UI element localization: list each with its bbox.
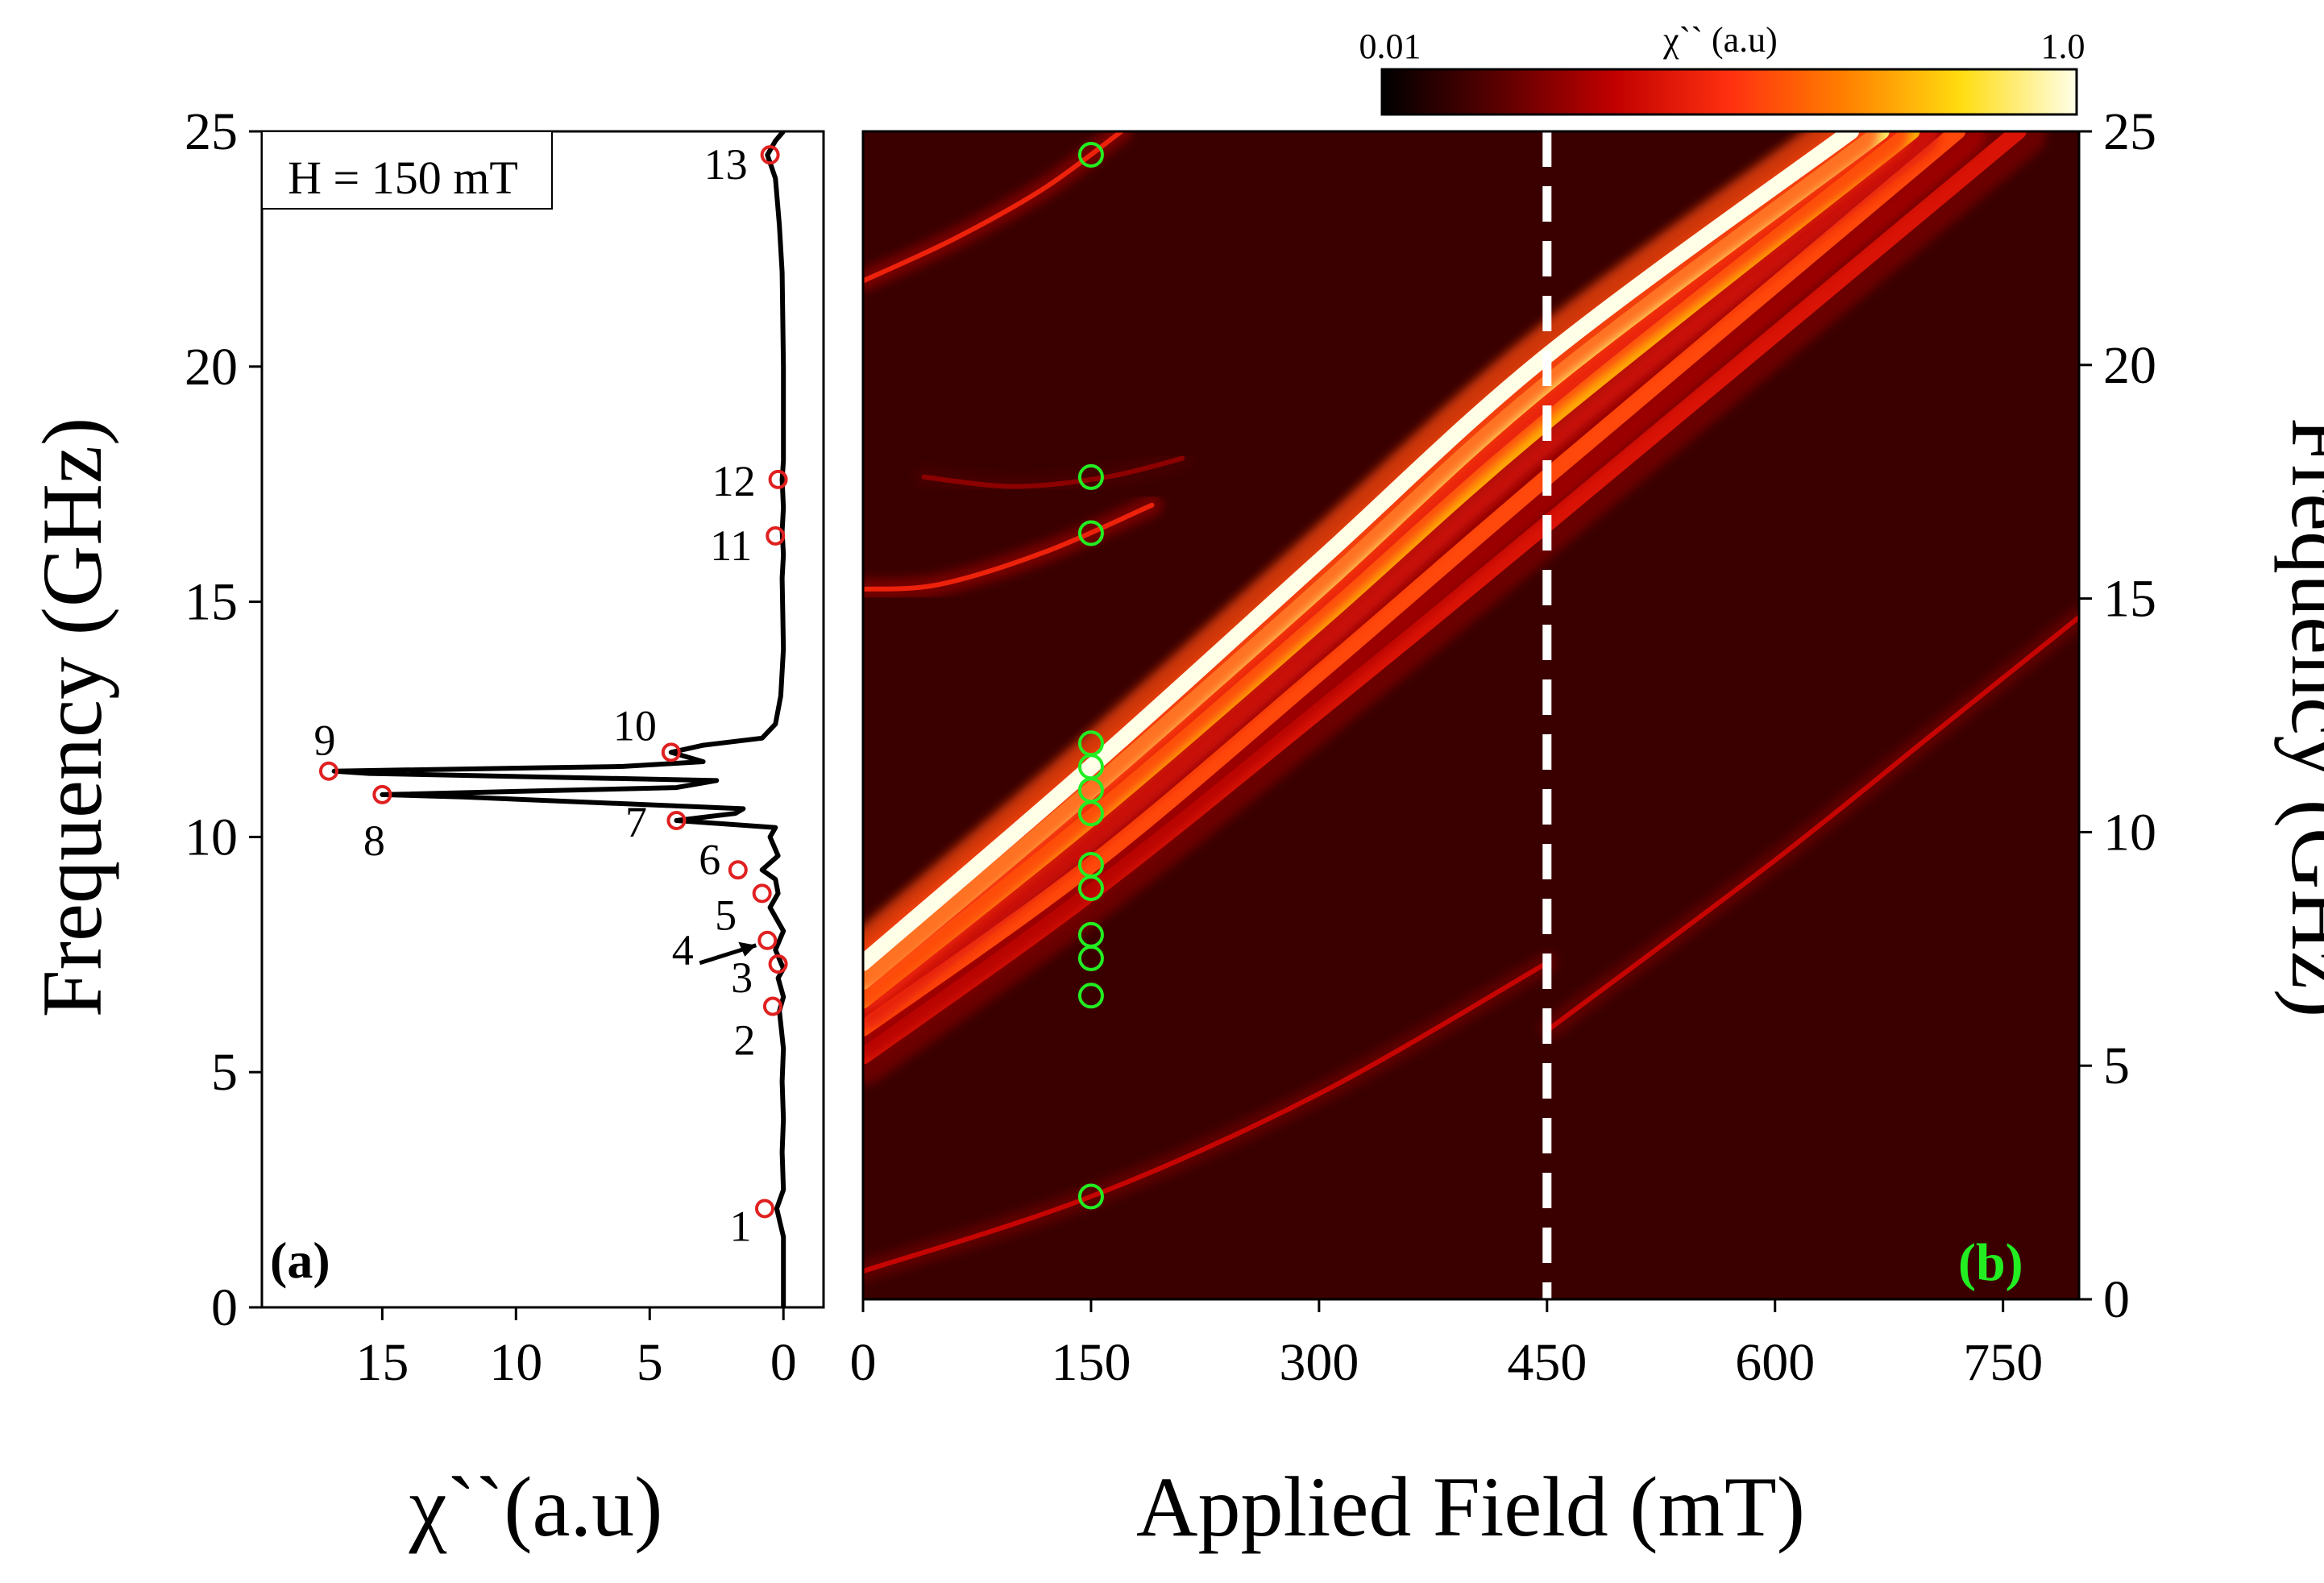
panel-a-frame [260, 130, 825, 1309]
panel-b-ylabel: Frequency (GHz) [2274, 418, 2324, 1018]
panel-b-xtick-label-0: 0 [850, 1333, 877, 1392]
colorbar-title: χ`` (a.u) [1662, 20, 1778, 60]
peak-marker-1 [754, 1199, 774, 1219]
panel-a-curve-group [331, 131, 786, 1307]
heatmap-branches [863, 131, 2079, 1282]
panel-a-yticks: 0 5 10 15 20 25 [185, 102, 262, 1337]
chi-spectrum-line [331, 131, 786, 1307]
panel-b-xticks: 0 150 300 450 600 750 [850, 1299, 2043, 1392]
mode-marker-1 [1077, 1183, 1104, 1210]
panel-a-ylabel: Frequency (GHz) [25, 418, 119, 1018]
mode-marker-2 [1077, 983, 1104, 1009]
branch-upper-arc-1 [863, 131, 1124, 284]
mode-marker-10 [1077, 730, 1104, 757]
panel-a-ytick-label-25: 25 [185, 102, 238, 161]
mode-marker-12 [1077, 463, 1104, 490]
mode-marker-6 [1077, 851, 1104, 878]
peak-marker-11 [766, 526, 786, 546]
peak-marker-10 [661, 742, 681, 762]
panel-a-ytick-label-20: 20 [185, 338, 238, 397]
colorbar-max-label: 1.0 [2041, 27, 2085, 66]
mode-markers [1077, 141, 1104, 1210]
peak-label-7: 7 [625, 798, 647, 846]
branch-upper-arc-2 [863, 502, 1155, 592]
peak-marker-4 [757, 930, 778, 950]
panel-b-ytick-label-5: 5 [2103, 1037, 2130, 1095]
peak-label-12: 12 [712, 457, 756, 505]
panel-b-frame [861, 130, 2081, 1301]
panel-b-xlabel: Applied Field (mT) [1136, 1460, 1805, 1554]
peak-label-11: 11 [710, 521, 752, 570]
panel-b-ytick-label-20: 20 [2103, 336, 2156, 395]
colorbar-min-label: 0.01 [1359, 27, 1421, 66]
branch-upper-arc-3 [921, 455, 1185, 489]
peak-label-3: 3 [731, 954, 753, 1002]
mode-marker-13 [1077, 141, 1104, 168]
panel-a-xticks: 15 10 5 0 [355, 1307, 797, 1392]
peak-marker-9 [318, 761, 338, 781]
peak-4-arrowhead [738, 941, 757, 957]
field-annotation-box [261, 131, 553, 210]
colorbar [1380, 68, 2078, 116]
panel-b-xtick-label-750: 750 [1963, 1333, 2043, 1392]
panel-a-xtick-label-5: 5 [637, 1333, 663, 1392]
peak-marker-12 [768, 469, 788, 489]
panel-a-xtick-label-0: 0 [770, 1333, 797, 1392]
peak-marker-2 [762, 996, 782, 1016]
panel-b: 0 150 300 450 600 750 0 5 10 15 20 25 (b) Applied … [850, 20, 2324, 1554]
peak-label-6: 6 [699, 835, 720, 883]
heatmap-background [863, 131, 2079, 1299]
panel-a-label: (a) [270, 1232, 330, 1289]
peak-marker-5 [752, 883, 772, 904]
panel-a-ytick-label-10: 10 [185, 808, 238, 866]
peak-label-2: 2 [733, 1016, 755, 1064]
peak-label-10: 10 [613, 701, 657, 750]
branch-low-mode [863, 960, 1550, 1274]
peak-label-5: 5 [715, 891, 737, 939]
panel-b-xtick-label-150: 150 [1051, 1333, 1131, 1392]
panel-b-ytick-label-15: 15 [2103, 570, 2156, 629]
panel-a-ytick-label-5: 5 [211, 1043, 238, 1102]
panel-b-ytick-label-10: 10 [2103, 803, 2156, 862]
panel-a-ytick-label-15: 15 [185, 573, 238, 632]
panel-b-yticks: 0 5 10 15 20 25 [2079, 102, 2156, 1329]
peak-marker-6 [728, 860, 748, 880]
mode-marker-11 [1077, 520, 1104, 546]
panel-b-xtick-label-450: 450 [1507, 1333, 1587, 1392]
peak-label-9: 9 [313, 717, 335, 765]
peak-label-4: 4 [672, 926, 694, 974]
mode-marker-4 [1077, 921, 1104, 948]
panel-a-xlabel: χ``(a.u) [409, 1460, 663, 1554]
peak-label-8: 8 [363, 816, 385, 865]
peak-marker-3 [768, 954, 788, 974]
peak-label-1: 1 [729, 1202, 751, 1250]
panel-b-xtick-label-600: 600 [1735, 1333, 1815, 1392]
panel-b-ytick-label-25: 25 [2103, 102, 2156, 161]
peak-label-13: 13 [704, 140, 748, 189]
branch-main-band-4 [863, 131, 1966, 1037]
peak-marker-8 [372, 784, 392, 804]
peak-marker-13 [760, 145, 780, 165]
panel-b-label: (b) [1958, 1233, 2023, 1292]
branch-main-band-1 [863, 131, 1860, 971]
panel-a-xtick-label-10: 10 [489, 1333, 542, 1392]
field-annotation: H = 150 mT [288, 152, 518, 204]
panel-b-ytick-label-0: 0 [2103, 1270, 2130, 1329]
peak-marker-7 [666, 810, 687, 830]
branch-low-mode-after-jump [1547, 614, 2079, 1031]
panel-a-xtick-label-15: 15 [355, 1333, 409, 1392]
panel-a-ytick-label-0: 0 [211, 1278, 238, 1337]
panel-b-xtick-label-300: 300 [1279, 1333, 1359, 1392]
